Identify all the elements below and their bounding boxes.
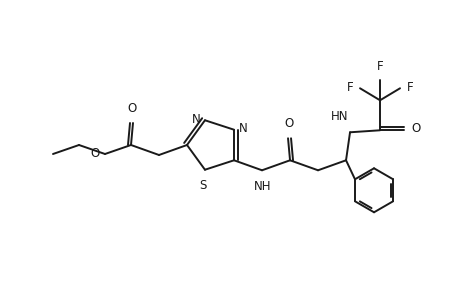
Text: O: O (127, 102, 136, 115)
Text: HN: HN (330, 110, 348, 123)
Text: O: O (90, 146, 100, 160)
Text: F: F (346, 81, 352, 94)
Text: S: S (199, 179, 206, 192)
Text: F: F (376, 60, 382, 73)
Text: O: O (284, 117, 293, 130)
Text: NH: NH (254, 180, 271, 193)
Text: N: N (238, 122, 247, 135)
Text: N: N (191, 113, 200, 126)
Text: F: F (406, 81, 413, 94)
Text: O: O (410, 122, 420, 135)
